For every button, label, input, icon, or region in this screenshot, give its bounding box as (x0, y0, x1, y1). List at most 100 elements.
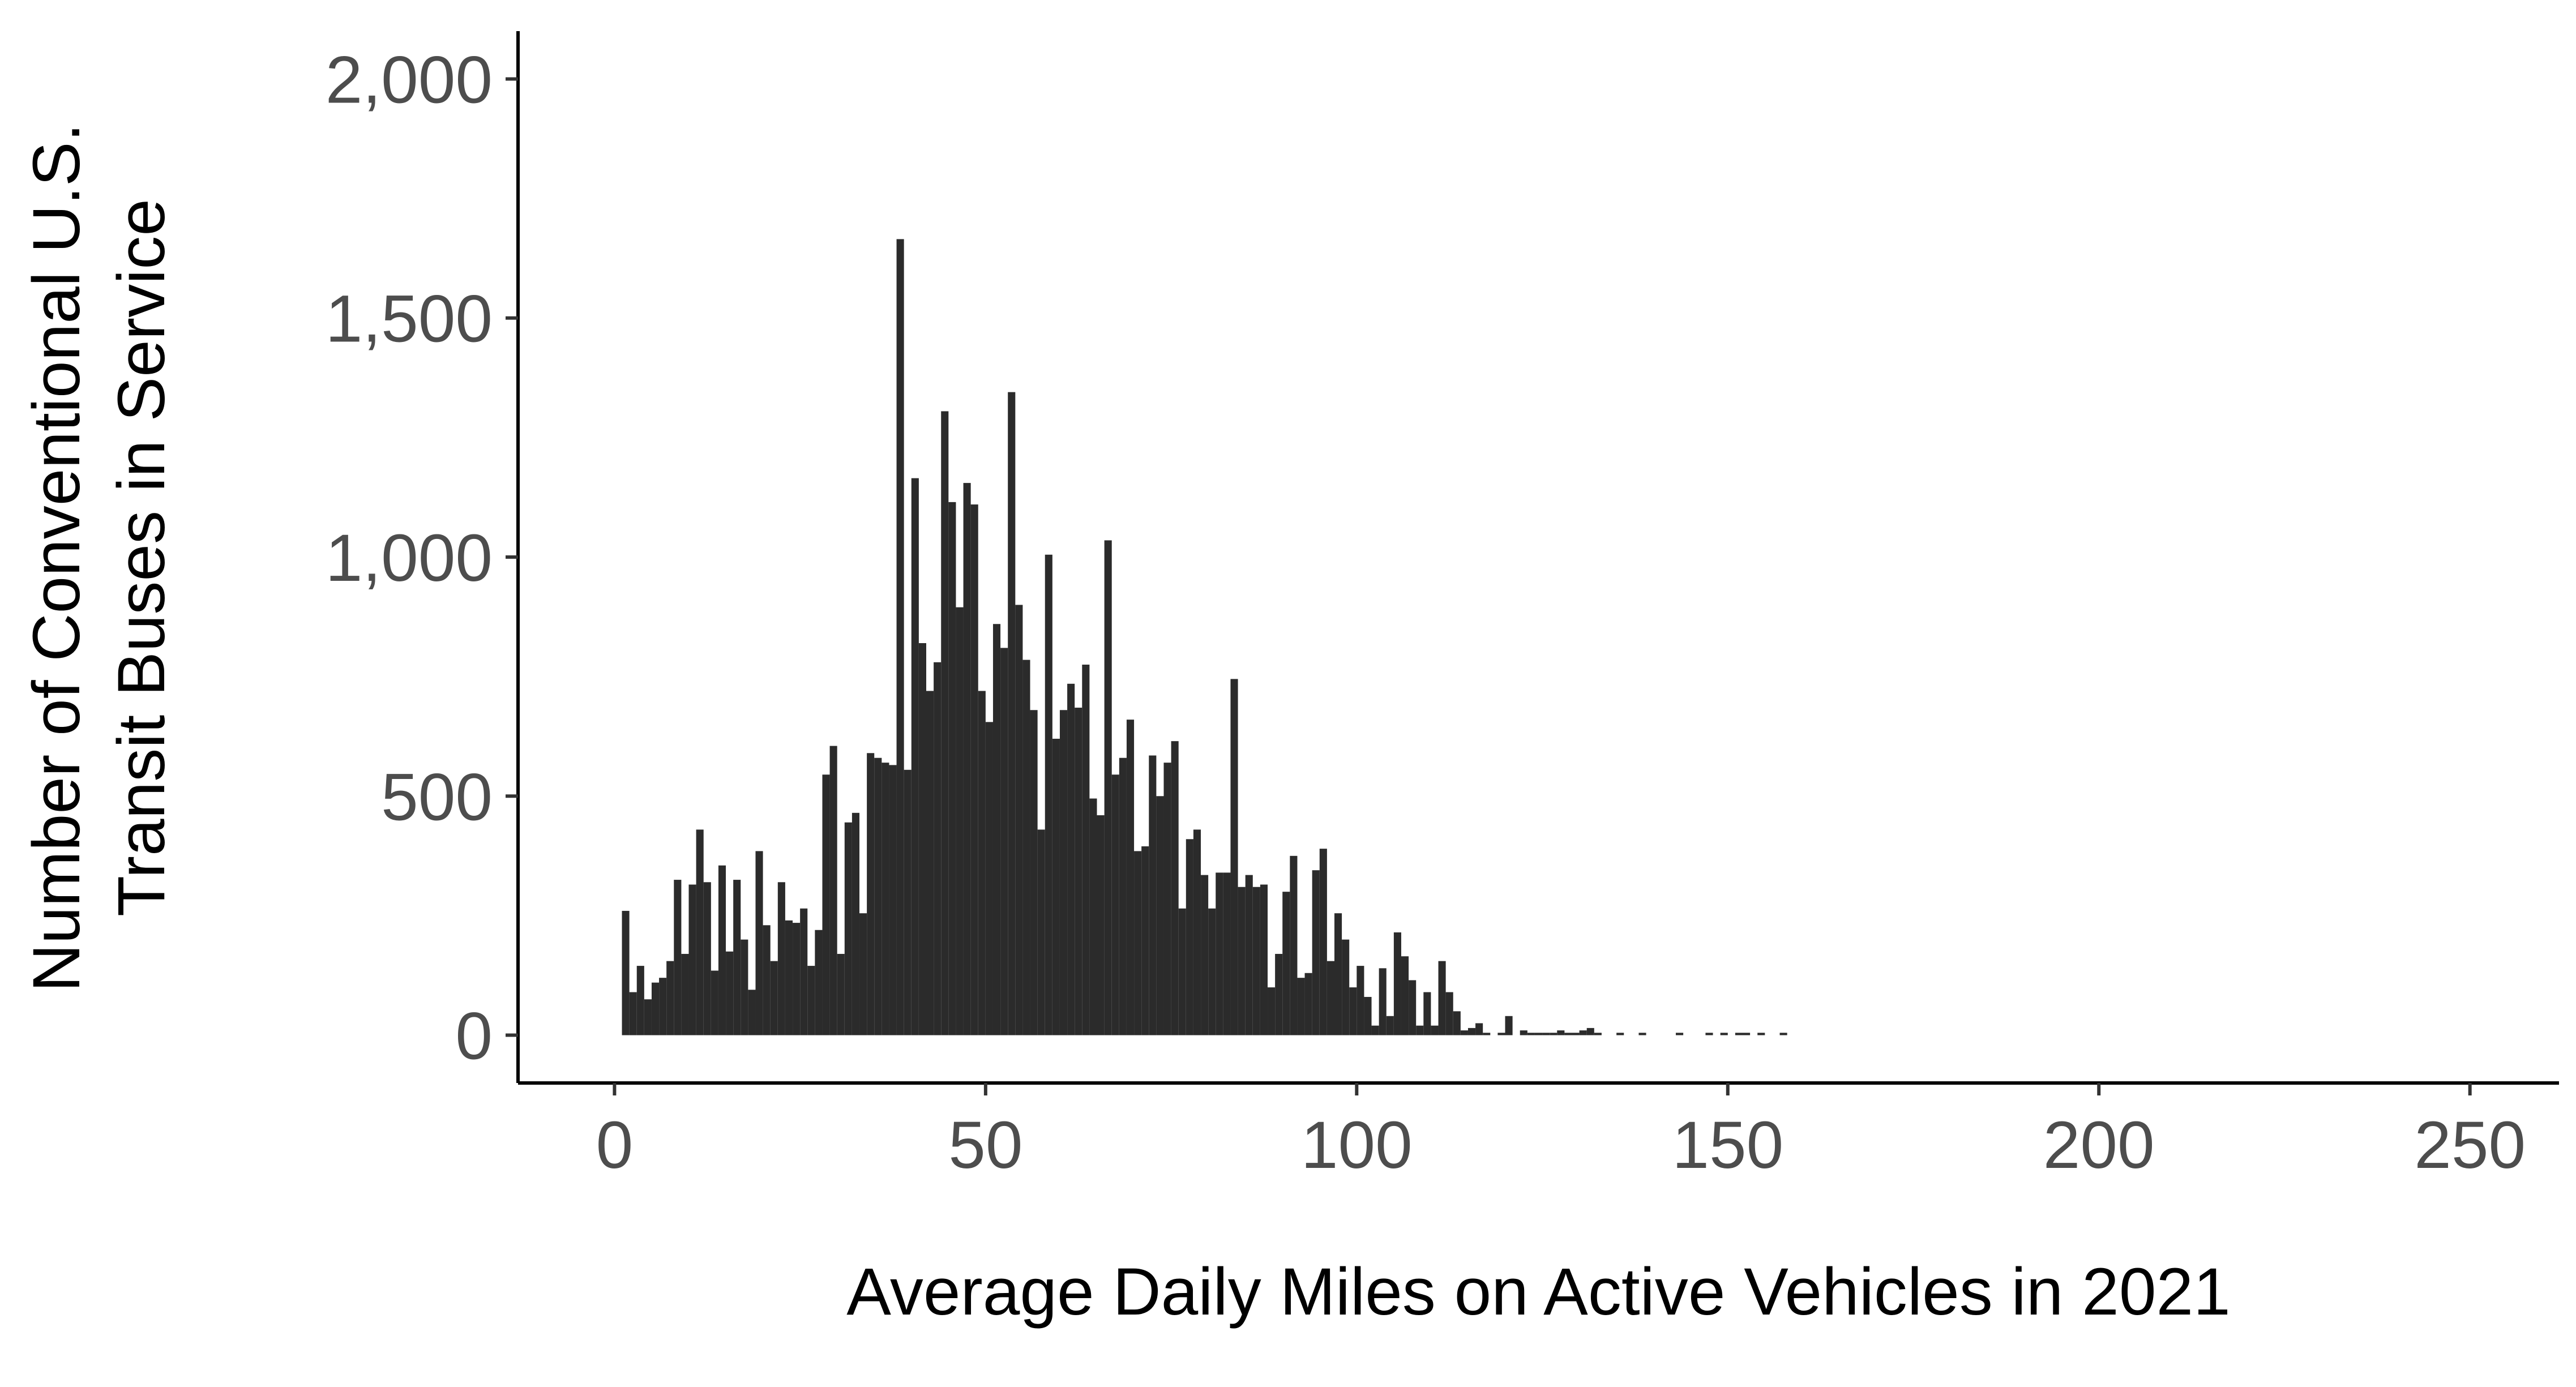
histogram-bar (793, 923, 800, 1035)
histogram-bar (874, 758, 882, 1035)
histogram-bar (1735, 1033, 1743, 1035)
histogram-bar (919, 643, 926, 1035)
histogram-bar (815, 930, 822, 1035)
histogram-bar (1141, 846, 1149, 1035)
histogram-bar (1060, 710, 1067, 1035)
histogram-bar (971, 504, 978, 1035)
histogram-bar (1022, 660, 1030, 1035)
x-axis-title: Average Daily Miles on Active Vehicles i… (846, 1255, 2230, 1329)
histogram-bar (733, 880, 741, 1035)
histogram-bar (1134, 851, 1141, 1035)
histogram-bar (1052, 739, 1060, 1035)
histogram-bar (867, 753, 874, 1035)
histogram-bar (763, 925, 771, 1035)
histogram-bar (1535, 1033, 1542, 1035)
histogram-bar (1357, 966, 1364, 1035)
histogram-bar (1743, 1033, 1750, 1035)
histogram-bar (1409, 980, 1416, 1035)
x-tick-label: 0 (596, 1108, 634, 1183)
histogram-bar (1676, 1033, 1683, 1035)
histogram-bar (1320, 849, 1327, 1035)
histogram-bar (1557, 1030, 1564, 1035)
histogram-bar (652, 983, 659, 1035)
histogram-bar (1253, 887, 1260, 1035)
histogram-bar (904, 770, 912, 1035)
y-tick-label: 500 (381, 760, 493, 834)
histogram-bar (1431, 1026, 1438, 1035)
histogram-bar (1342, 940, 1349, 1035)
histogram-bar (637, 966, 644, 1035)
histogram-bar (1461, 1030, 1468, 1035)
histogram-bar (681, 954, 688, 1035)
histogram-bar (978, 691, 986, 1035)
histogram-bar (1030, 710, 1038, 1035)
histogram-bar (1416, 1026, 1423, 1035)
histogram-bar (1075, 708, 1082, 1035)
histogram-bar (934, 662, 941, 1035)
histogram-bar (1238, 887, 1246, 1035)
histogram-bar (1067, 684, 1075, 1035)
histogram-bar (1616, 1033, 1624, 1035)
histogram-bar (1453, 1011, 1461, 1035)
histogram-bar (1268, 987, 1275, 1035)
histogram-bar (1127, 720, 1134, 1035)
histogram-bar (1305, 973, 1312, 1035)
histogram-bar (748, 990, 755, 1035)
histogram-bar (1475, 1023, 1483, 1035)
histogram-bar (755, 851, 763, 1035)
histogram-bar (1364, 997, 1371, 1035)
histogram-bar (1201, 875, 1208, 1035)
histogram-bar (1230, 679, 1238, 1035)
histogram-bar (889, 765, 896, 1035)
histogram-bar (659, 978, 666, 1035)
histogram-bar (696, 829, 704, 1035)
histogram-bar (1505, 1016, 1513, 1035)
histogram-bar (986, 722, 993, 1035)
histogram-bar (1082, 665, 1089, 1035)
histogram-bar (1542, 1033, 1550, 1035)
histogram-bar (1119, 758, 1127, 1035)
histogram-bar (830, 746, 837, 1035)
histogram-bar (1705, 1033, 1713, 1035)
histogram-bar (1008, 392, 1015, 1035)
histogram-bar (1171, 741, 1179, 1035)
histogram-bar (1446, 992, 1453, 1035)
x-tick-label: 250 (2414, 1108, 2526, 1183)
histogram-bar (822, 774, 829, 1035)
histogram-bar (644, 999, 652, 1035)
histogram-bar (1587, 1028, 1594, 1035)
y-tick-label: 0 (455, 999, 493, 1074)
histogram-bar (1379, 968, 1387, 1035)
histogram-bar (718, 866, 726, 1035)
histogram-bar (1564, 1033, 1572, 1035)
histogram-bar (1312, 870, 1320, 1035)
histogram-bar (948, 502, 956, 1035)
histogram-bar (1401, 956, 1409, 1035)
histogram-bar (771, 961, 778, 1035)
histogram-bar (1163, 763, 1171, 1035)
histogram-bar (704, 882, 711, 1035)
y-axis-title-line: Number of Conventional U.S. (19, 123, 94, 992)
histogram-bar (1223, 872, 1230, 1035)
histogram-bar (1721, 1033, 1728, 1035)
histogram-bar (630, 992, 637, 1035)
histogram-bar (1423, 992, 1431, 1035)
histogram-bar (1394, 932, 1401, 1035)
histogram-bar (859, 913, 867, 1035)
histogram-bar (1179, 909, 1186, 1035)
histogram-bar (800, 909, 807, 1035)
histogram-bar (897, 239, 904, 1035)
histogram-bar (1097, 815, 1105, 1035)
histogram-bar (926, 691, 934, 1035)
histogram-bar (807, 966, 815, 1035)
histogram-bar (778, 882, 785, 1035)
x-tick-label: 200 (2043, 1108, 2155, 1183)
histogram-bar (1468, 1028, 1475, 1035)
histogram-bar (1246, 875, 1253, 1035)
histogram-bar (1580, 1030, 1587, 1035)
histogram-bar (1216, 872, 1223, 1035)
y-tick-label: 1,000 (326, 521, 493, 596)
histogram-bar (1290, 856, 1297, 1035)
